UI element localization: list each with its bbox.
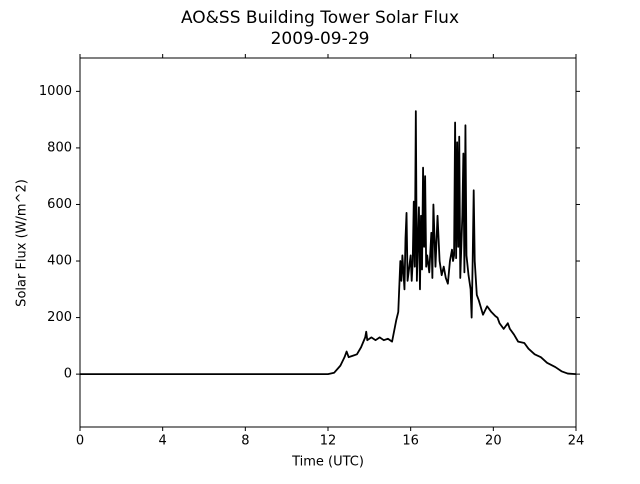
chart-title: AO&SS Building Tower Solar Flux: [181, 8, 459, 28]
y-tick-label: 0: [64, 367, 72, 382]
x-tick-label: 24: [568, 434, 585, 449]
y-tick-label: 400: [47, 254, 72, 269]
x-tick-label: 16: [402, 434, 419, 449]
x-axis-label: Time (UTC): [291, 455, 364, 470]
data-line: [80, 110, 577, 376]
x-tick-label: 8: [241, 434, 249, 449]
chart-subtitle: 2009-09-29: [271, 29, 370, 49]
y-tick-label: 1000: [39, 84, 72, 99]
x-tick-label: 20: [485, 434, 502, 449]
x-tick-label: 0: [76, 434, 84, 449]
y-tick-label: 600: [47, 197, 72, 212]
y-tick-label: 800: [47, 140, 72, 155]
y-axis-label: Solar Flux (W/m^2): [15, 179, 30, 307]
x-tick-label: 12: [320, 434, 337, 449]
y-tick-label: 200: [47, 310, 72, 325]
x-tick-label: 4: [159, 434, 167, 449]
plot-frame: [79, 57, 577, 428]
